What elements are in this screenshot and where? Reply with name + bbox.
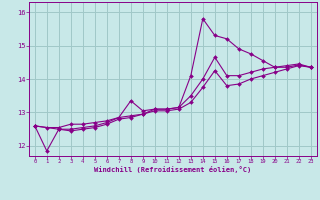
X-axis label: Windchill (Refroidissement éolien,°C): Windchill (Refroidissement éolien,°C) — [94, 166, 252, 173]
